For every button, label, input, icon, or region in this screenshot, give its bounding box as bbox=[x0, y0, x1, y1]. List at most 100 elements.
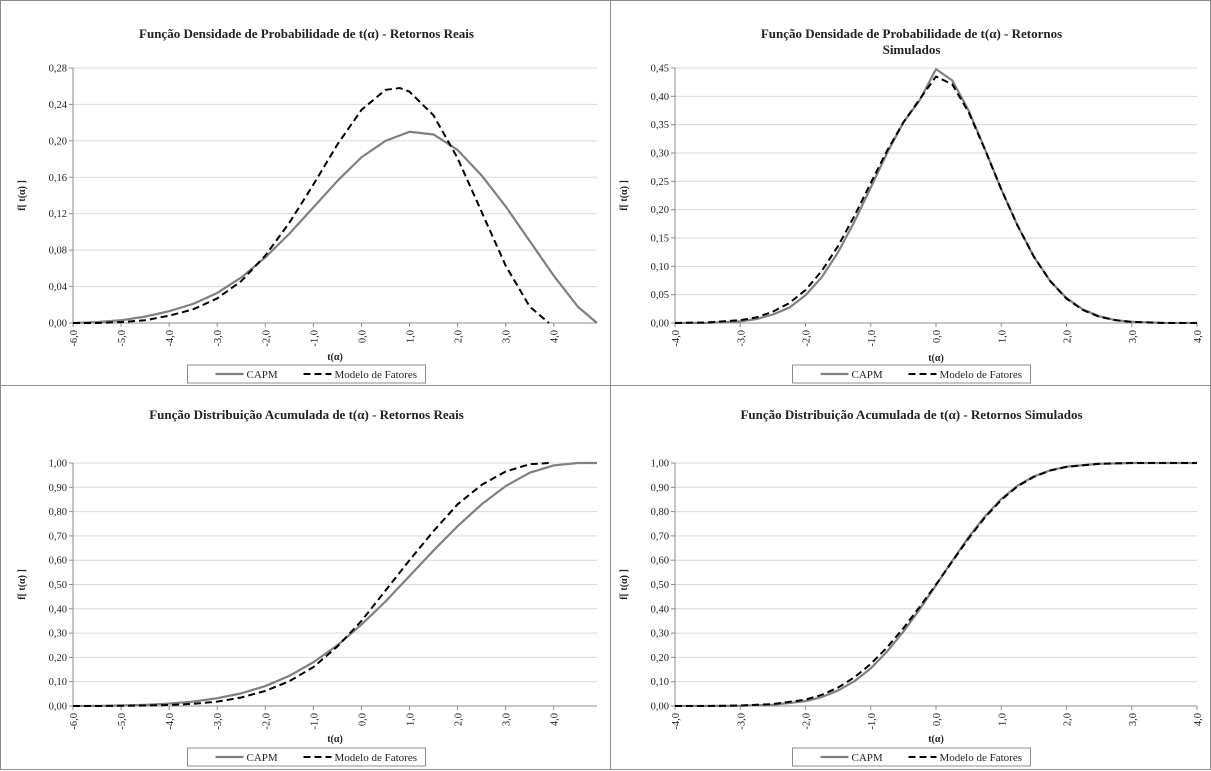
y-tick-label: 0,20 bbox=[49, 653, 67, 664]
chart-svg: Função Densidade de Probabilidade de t(α… bbox=[619, 26, 1204, 384]
y-tick-label: 0,15 bbox=[651, 234, 669, 245]
x-tick-label: -4,0 bbox=[165, 713, 176, 730]
y-tick-label: 0,10 bbox=[49, 677, 67, 688]
y-tick-label: 1,00 bbox=[651, 459, 669, 470]
y-tick-label: 0,70 bbox=[49, 531, 67, 542]
y-tick-label: 0,30 bbox=[651, 629, 669, 640]
x-tick-label: 3,0 bbox=[1128, 713, 1139, 726]
x-tick-label: -6,0 bbox=[69, 713, 80, 730]
series-line-capm bbox=[73, 130, 598, 324]
y-tick-label: 0,35 bbox=[651, 120, 669, 131]
series-line-modelo-de-fatores bbox=[73, 87, 550, 324]
chart-panel-cdf-real: Função Distribuição Acumulada de t(α) - … bbox=[0, 385, 611, 770]
y-tick-label: 0,05 bbox=[651, 290, 669, 301]
y-tick-label: 0,20 bbox=[49, 136, 67, 147]
y-tick-label: 0,00 bbox=[49, 319, 67, 330]
series-line-modelo-de-fatores bbox=[675, 75, 1197, 324]
x-tick-label: 0,0 bbox=[932, 330, 943, 343]
y-tick-label: 0,90 bbox=[49, 483, 67, 494]
chart-svg: Função Distribuição Acumulada de t(α) - … bbox=[17, 407, 597, 767]
x-tick-label: -4,0 bbox=[165, 330, 176, 347]
legend-label-modelo-de-fatores: Modelo de Fatores bbox=[940, 369, 1022, 381]
x-tick-label: -2,0 bbox=[261, 330, 272, 347]
y-tick-label: 0,40 bbox=[49, 604, 67, 615]
x-tick-label: 4,0 bbox=[1193, 713, 1204, 726]
x-tick-label: -3,0 bbox=[213, 713, 224, 730]
y-tick-label: 0,70 bbox=[651, 531, 669, 542]
chart-title: Função Distribuição Acumulada de t(α) - … bbox=[149, 407, 464, 422]
y-tick-label: 0,08 bbox=[49, 246, 67, 257]
x-axis-label: t(α) bbox=[928, 734, 944, 745]
legend-label-capm: CAPM bbox=[852, 369, 883, 381]
x-tick-label: -1,0 bbox=[309, 330, 320, 347]
y-tick-label: 0,20 bbox=[651, 653, 669, 664]
y-tick-label: 0,45 bbox=[651, 64, 669, 75]
x-tick-label: 4,0 bbox=[550, 713, 561, 726]
x-tick-label: 4,0 bbox=[550, 330, 561, 343]
x-tick-label: 4,0 bbox=[1193, 330, 1204, 343]
x-tick-label: -1,0 bbox=[309, 713, 320, 730]
y-tick-label: 0,04 bbox=[49, 282, 68, 293]
y-axis-label: f[ t(α) ] bbox=[619, 180, 630, 211]
x-tick-label: 0,0 bbox=[357, 713, 368, 726]
x-tick-label: 1,0 bbox=[997, 330, 1008, 343]
chart-svg: Função Densidade de Probabilidade de t(α… bbox=[17, 26, 598, 384]
x-tick-label: 2,0 bbox=[454, 330, 465, 343]
y-tick-label: 0,80 bbox=[49, 507, 67, 518]
x-tick-label: 1,0 bbox=[997, 713, 1008, 726]
chart-title: Função Densidade de Probabilidade de t(α… bbox=[139, 26, 474, 41]
x-tick-label: 1,0 bbox=[406, 713, 417, 726]
x-tick-label: 2,0 bbox=[454, 713, 465, 726]
x-tick-label: -2,0 bbox=[261, 713, 272, 730]
chart-title-line: Simulados bbox=[883, 42, 941, 57]
y-tick-label: 0,40 bbox=[651, 604, 669, 615]
y-tick-label: 0,60 bbox=[49, 556, 67, 567]
x-tick-label: -6,0 bbox=[69, 330, 80, 347]
x-tick-label: 2,0 bbox=[1063, 713, 1074, 726]
y-tick-label: 0,30 bbox=[49, 629, 67, 640]
y-tick-label: 0,00 bbox=[651, 319, 669, 330]
legend-label-modelo-de-fatores: Modelo de Fatores bbox=[940, 752, 1022, 764]
series-line-modelo-de-fatores bbox=[675, 462, 1197, 707]
x-tick-label: -3,0 bbox=[736, 330, 747, 347]
y-tick-label: 0,10 bbox=[651, 677, 669, 688]
chart-panel-cdf-simulated: Função Distribuição Acumulada de t(α) - … bbox=[610, 385, 1211, 770]
y-tick-label: 0,28 bbox=[49, 64, 67, 75]
y-tick-label: 0,16 bbox=[49, 173, 67, 184]
x-tick-label: -1,0 bbox=[867, 713, 878, 730]
y-tick-label: 0,40 bbox=[651, 92, 669, 103]
y-tick-label: 0,60 bbox=[651, 556, 669, 567]
y-tick-label: 0,24 bbox=[49, 100, 68, 111]
x-tick-label: 1,0 bbox=[406, 330, 417, 343]
x-axis-label: t(α) bbox=[327, 734, 343, 745]
x-tick-label: -5,0 bbox=[117, 713, 128, 730]
x-tick-label: -3,0 bbox=[736, 713, 747, 730]
legend-label-capm: CAPM bbox=[247, 369, 278, 381]
y-axis-label: f[ t(α) ] bbox=[17, 180, 28, 211]
y-tick-label: 0,10 bbox=[651, 262, 669, 273]
x-axis-label: t(α) bbox=[327, 352, 343, 363]
x-tick-label: -5,0 bbox=[117, 330, 128, 347]
series-line-modelo-de-fatores bbox=[73, 462, 549, 707]
y-tick-label: 0,30 bbox=[651, 149, 669, 160]
x-axis-label: t(α) bbox=[928, 353, 944, 364]
y-tick-label: 0,00 bbox=[651, 702, 669, 713]
legend-label-modelo-de-fatores: Modelo de Fatores bbox=[335, 369, 417, 381]
x-tick-label: -3,0 bbox=[213, 330, 224, 347]
chart-svg: Função Distribuição Acumulada de t(α) - … bbox=[619, 407, 1204, 767]
x-tick-label: -4,0 bbox=[671, 713, 682, 730]
y-tick-label: 0,25 bbox=[651, 177, 669, 188]
chart-title: Função Distribuição Acumulada de t(α) - … bbox=[740, 407, 1082, 422]
y-tick-label: 0,12 bbox=[49, 209, 67, 220]
y-tick-label: 0,50 bbox=[49, 580, 67, 591]
chart-panel-pdf-simulated: Função Densidade de Probabilidade de t(α… bbox=[610, 0, 1211, 386]
y-tick-label: 0,00 bbox=[49, 702, 67, 713]
y-axis-label: f[ t(α) ] bbox=[619, 569, 630, 600]
y-tick-label: 0,90 bbox=[651, 483, 669, 494]
x-tick-label: -2,0 bbox=[802, 713, 813, 730]
x-tick-label: -4,0 bbox=[671, 330, 682, 347]
chart-title-line: Função Densidade de Probabilidade de t(α… bbox=[761, 26, 1062, 41]
legend-label-capm: CAPM bbox=[247, 752, 278, 764]
series-line-capm bbox=[675, 68, 1197, 324]
